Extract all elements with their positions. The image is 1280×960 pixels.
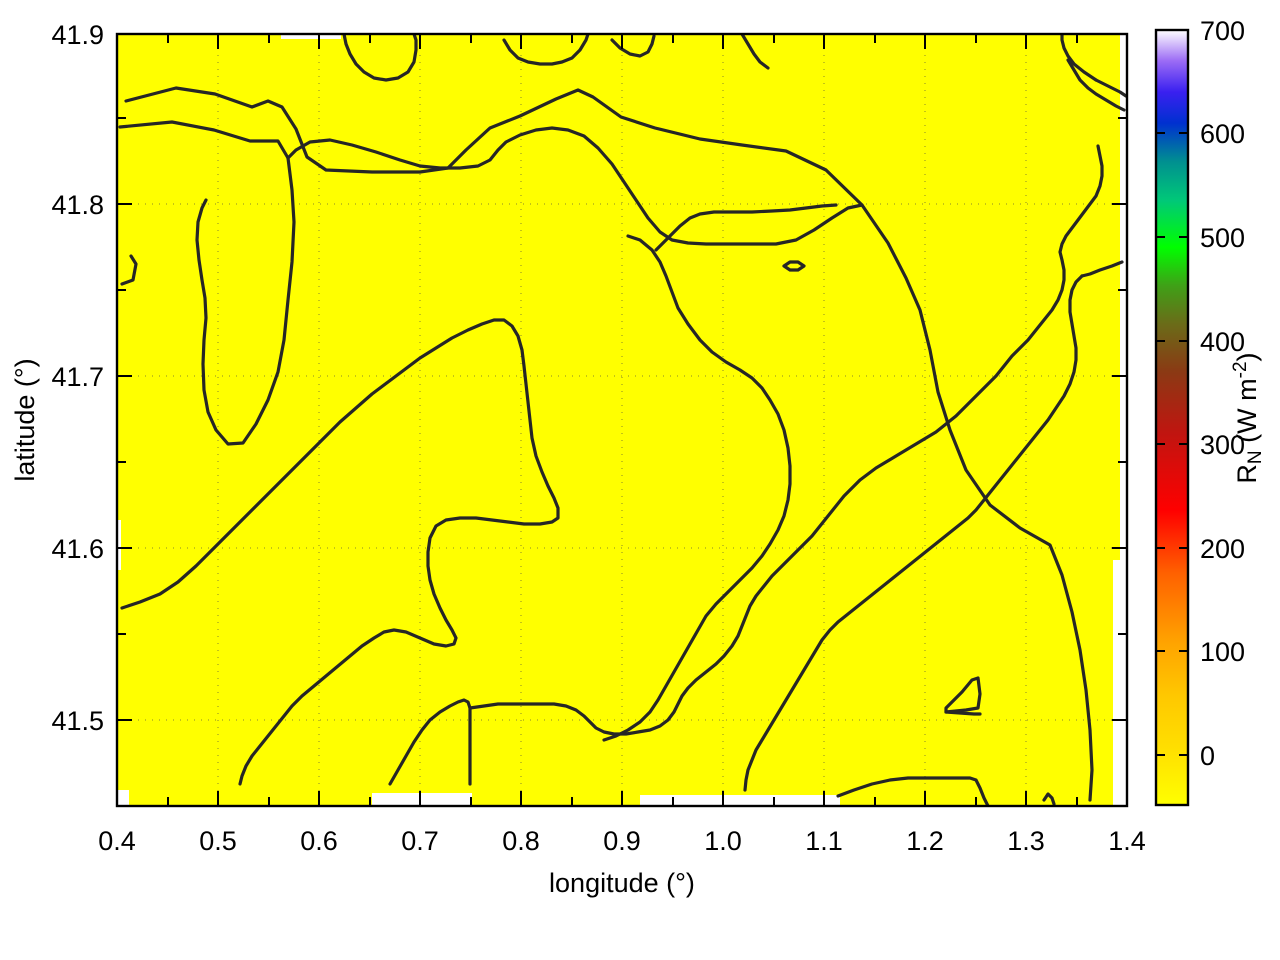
x-tick-label: 1.2 xyxy=(906,826,944,856)
colorbar: 700 600 500 400 300 200 100 0 RN (W m-2) xyxy=(1154,16,1267,807)
contour-line xyxy=(342,34,418,82)
contour-line xyxy=(944,710,982,716)
colorbar-gradient xyxy=(1156,30,1188,805)
contour-line xyxy=(388,698,472,786)
colorbar-tick-label: 0 xyxy=(1200,741,1215,771)
colorbar-tick-labels: 700 600 500 400 300 200 100 0 xyxy=(1200,16,1245,771)
contour-line xyxy=(120,254,138,286)
colorbar-title-unit: (W m xyxy=(1232,378,1262,450)
contour-line xyxy=(118,120,296,446)
colorbar-title-close: ) xyxy=(1232,352,1262,361)
contour-line xyxy=(1080,260,1124,278)
contour-line xyxy=(1066,58,1126,112)
colorbar-ticks xyxy=(1156,132,1188,756)
colorbar-frame xyxy=(1154,28,1190,807)
contour-line xyxy=(124,86,1094,802)
colorbar-title-subscript: N xyxy=(1245,450,1266,464)
contour-line xyxy=(610,34,656,58)
contour-line xyxy=(1094,78,1127,98)
y-tick-label: 41.5 xyxy=(51,706,104,736)
contour-line xyxy=(120,318,560,786)
colorbar-tick-label: 500 xyxy=(1200,223,1245,253)
x-tick-labels: 0.4 0.5 0.6 0.7 0.8 0.9 1.0 1.1 1.2 1.3 … xyxy=(98,826,1146,856)
x-tick-label: 1.3 xyxy=(1007,826,1045,856)
contour-line xyxy=(740,34,770,70)
colorbar-title-superscript: -2 xyxy=(1230,361,1251,378)
contour-line xyxy=(836,776,990,806)
colorbar-tick-label: 300 xyxy=(1200,430,1245,460)
x-axis-title: longitude (°) xyxy=(549,868,695,898)
colorbar-tick-label: 600 xyxy=(1200,119,1245,149)
x-tick-label: 1.4 xyxy=(1108,826,1146,856)
contour-line xyxy=(602,234,792,742)
y-tick-label: 41.6 xyxy=(51,534,104,564)
y-tick-label: 41.8 xyxy=(51,190,104,220)
gridlines xyxy=(117,34,1127,806)
y-tick-label: 41.9 xyxy=(51,20,104,50)
colorbar-tick-label: 200 xyxy=(1200,534,1245,564)
contour-line xyxy=(1042,792,1056,806)
x-tick-label: 0.8 xyxy=(502,826,540,856)
colorbar-title: RN (W m-2) xyxy=(1230,352,1267,483)
contour-line xyxy=(1060,34,1098,82)
colorbar-tick-label: 700 xyxy=(1200,16,1245,46)
x-tick-label: 0.7 xyxy=(401,826,439,856)
colorbar-tick-label: 400 xyxy=(1200,327,1245,357)
y-axis-title: latitude (°) xyxy=(10,358,40,481)
x-tick-label: 0.5 xyxy=(199,826,237,856)
x-tick-label: 1.1 xyxy=(805,826,843,856)
x-tick-label: 0.4 xyxy=(98,826,136,856)
x-tick-label: 0.6 xyxy=(300,826,338,856)
contour-line xyxy=(654,203,838,252)
colorbar-tick-label: 100 xyxy=(1200,637,1245,667)
contour-line xyxy=(944,676,982,714)
contour-line xyxy=(468,144,1104,736)
contour-line xyxy=(286,126,864,246)
y-axis-ticks xyxy=(117,33,1127,721)
contour-line xyxy=(782,260,806,272)
y-tick-labels: 41.5 41.6 41.7 41.8 41.9 xyxy=(51,20,104,736)
x-tick-label: 1.0 xyxy=(704,826,742,856)
contour-lines xyxy=(118,34,1127,806)
contour-line xyxy=(502,34,590,66)
x-tick-label: 0.9 xyxy=(603,826,641,856)
contour-line xyxy=(743,274,1084,792)
x-axis-ticks xyxy=(116,34,1128,806)
colorbar-title-symbol: R xyxy=(1232,464,1262,484)
y-tick-label: 41.7 xyxy=(51,362,104,392)
